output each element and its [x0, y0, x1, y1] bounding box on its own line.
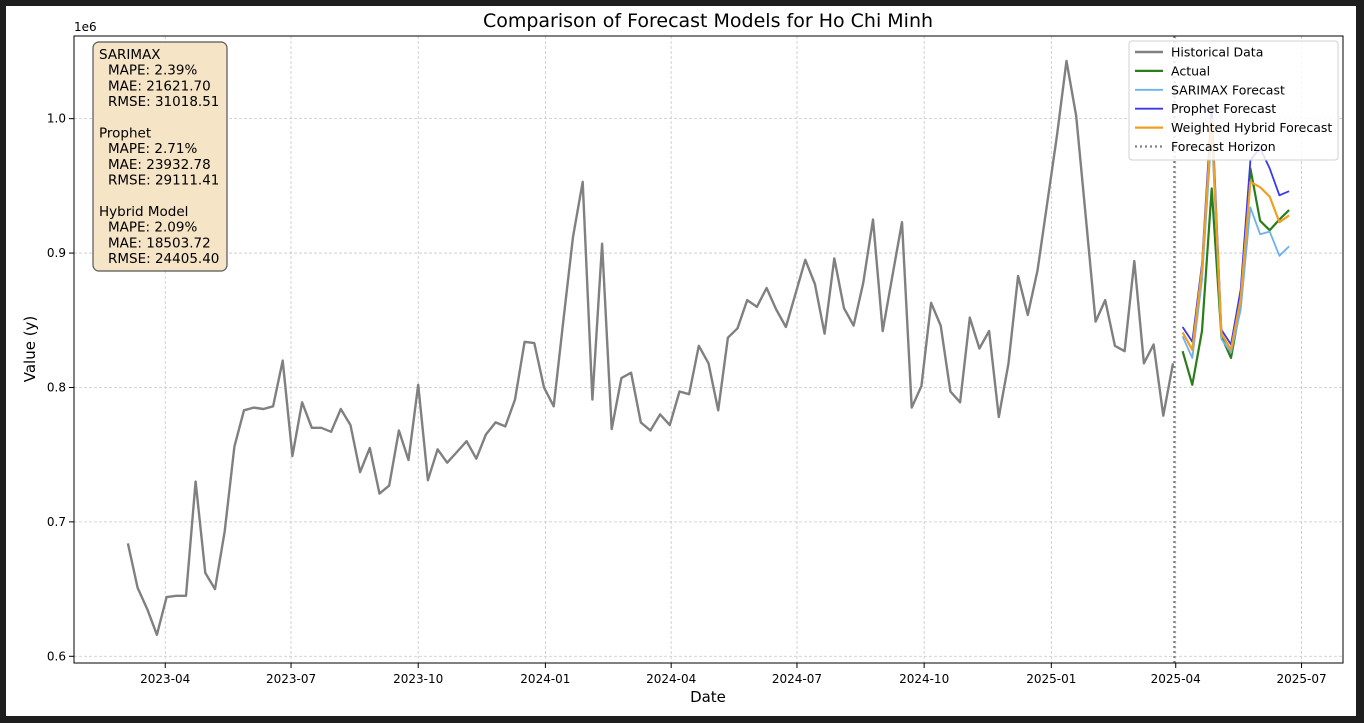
metrics-value: MAPE: 2.09%	[108, 220, 197, 236]
x-tick-label: 2025-04	[1151, 672, 1201, 686]
chart-figure: Comparison of Forecast Models for Ho Chi…	[6, 6, 1356, 716]
x-tick-label: 2024-01	[520, 672, 570, 686]
historical-data-line	[126, 59, 1175, 636]
x-tick-label: 2023-10	[393, 672, 443, 686]
metrics-value: MAE: 21621.70	[108, 78, 211, 94]
forecast-chart: Comparison of Forecast Models for Ho Chi…	[21, 10, 1344, 706]
weighted-hybrid-forecast-line	[1181, 117, 1290, 351]
metrics-value: MAE: 23932.78	[108, 157, 211, 173]
x-tick-label: 2024-04	[646, 672, 696, 686]
legend-box	[1128, 40, 1339, 161]
metrics-value: MAPE: 2.71%	[108, 141, 197, 157]
metrics-value: RMSE: 29111.41	[108, 173, 219, 189]
actual-line	[1181, 167, 1290, 386]
metrics-value: RMSE: 24405.40	[108, 251, 219, 267]
sarimax-forecast-line	[1181, 131, 1290, 359]
legend-label: Prophet Forecast	[1171, 101, 1276, 116]
plot-frame	[73, 35, 1344, 664]
y-tick-label: 0.8	[47, 380, 66, 394]
metrics-value: RMSE: 31018.51	[108, 94, 219, 110]
x-tick-label: 2025-07	[1276, 672, 1326, 686]
y-tick-label: 0.9	[47, 246, 66, 260]
y-axis-label: Value (y)	[21, 316, 39, 383]
metrics-model-name: Hybrid Model	[99, 204, 188, 220]
legend-label: Historical Data	[1171, 45, 1263, 60]
x-tick-label: 2024-07	[772, 672, 822, 686]
metrics-value: MAPE: 2.39%	[108, 63, 197, 79]
y-tick-label: 1.0	[47, 112, 66, 126]
x-tick-label: 2023-07	[266, 672, 316, 686]
x-axis-label: Date	[690, 688, 726, 706]
legend-label: Weighted Hybrid Forecast	[1171, 120, 1332, 135]
metrics-model-name: SARIMAX	[99, 47, 161, 63]
legend-label: Actual	[1171, 63, 1210, 78]
legend-label: Forecast Horizon	[1171, 139, 1276, 154]
metrics-box	[92, 41, 228, 272]
y-offset-label: 1e6	[74, 20, 97, 34]
x-tick-label: 2024-10	[899, 672, 949, 686]
legend-label: SARIMAX Forecast	[1171, 82, 1285, 97]
metrics-value: MAE: 18503.72	[108, 235, 211, 251]
y-tick-label: 0.6	[47, 649, 66, 663]
x-tick-label: 2023-04	[140, 672, 190, 686]
metrics-model-name: Prophet	[99, 126, 151, 142]
y-tick-label: 0.7	[47, 515, 66, 529]
chart-title: Comparison of Forecast Models for Ho Chi…	[483, 10, 933, 32]
x-tick-label: 2025-01	[1026, 672, 1076, 686]
